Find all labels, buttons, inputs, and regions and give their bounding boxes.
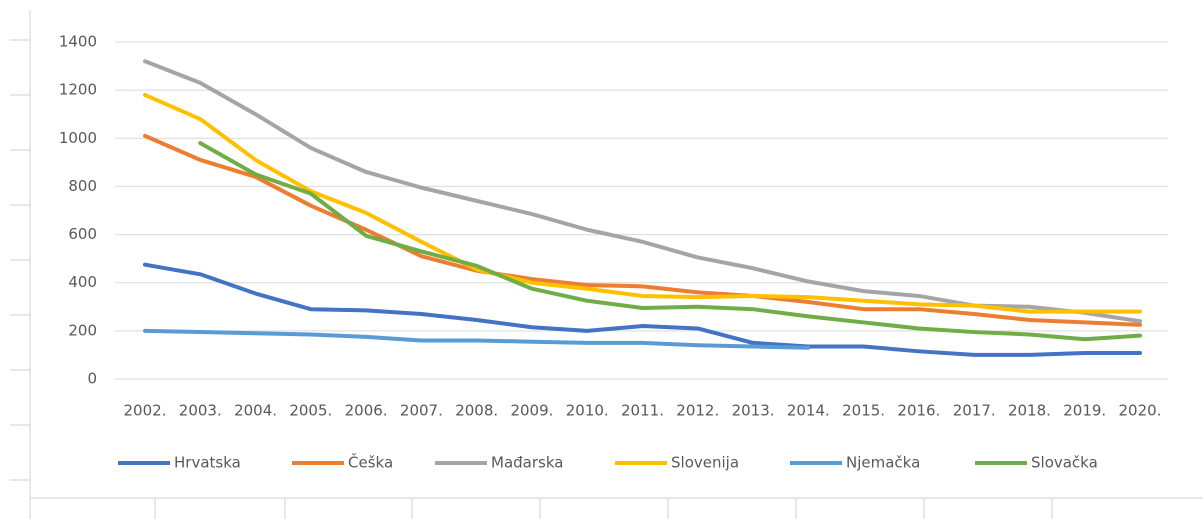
x-tick-label: 2005. xyxy=(289,402,332,420)
x-tick-label: 2011. xyxy=(621,402,664,420)
y-tick-label: 0 xyxy=(87,370,97,388)
x-tick-label: 2003. xyxy=(179,402,222,420)
y-tick-label: 200 xyxy=(68,321,97,339)
legend-label: Češka xyxy=(348,453,393,472)
series-line xyxy=(198,141,1142,342)
y-tick-label: 400 xyxy=(68,273,97,291)
x-tick-label: 2020. xyxy=(1119,402,1162,420)
sheet-frame xyxy=(10,10,1203,519)
x-tick-label: 2015. xyxy=(842,402,885,420)
series-line xyxy=(143,92,1142,314)
legend-label: Hrvatska xyxy=(174,454,241,472)
x-tick-label: 2010. xyxy=(566,402,609,420)
series-line xyxy=(143,328,811,350)
y-tick-label: 800 xyxy=(68,177,97,195)
y-tick-label: 1200 xyxy=(59,81,97,99)
y-tick-label: 1400 xyxy=(59,33,97,51)
series-line xyxy=(143,133,1142,327)
legend-label: Slovačka xyxy=(1031,454,1098,472)
x-tick-label: 2009. xyxy=(510,402,553,420)
x-tick-label: 2016. xyxy=(897,402,940,420)
x-tick-label: 2014. xyxy=(787,402,830,420)
x-tick-label: 2017. xyxy=(953,402,996,420)
legend-label: Mađarska xyxy=(491,454,563,472)
x-tick-label: 2004. xyxy=(234,402,277,420)
x-tick-label: 2007. xyxy=(400,402,443,420)
y-tick-label: 1000 xyxy=(59,129,97,147)
legend-label: Njemačka xyxy=(846,454,920,472)
x-tick-label: 2013. xyxy=(732,402,775,420)
series-line xyxy=(143,262,1142,357)
x-tick-label: 2006. xyxy=(345,402,388,420)
x-tick-label: 2018. xyxy=(1008,402,1051,420)
x-tick-label: 2019. xyxy=(1063,402,1106,420)
legend-label: Slovenija xyxy=(671,454,739,472)
x-tick-label: 2012. xyxy=(676,402,719,420)
y-tick-label: 600 xyxy=(68,225,97,243)
x-tick-label: 2008. xyxy=(455,402,498,420)
x-tick-label: 2002. xyxy=(124,402,167,420)
